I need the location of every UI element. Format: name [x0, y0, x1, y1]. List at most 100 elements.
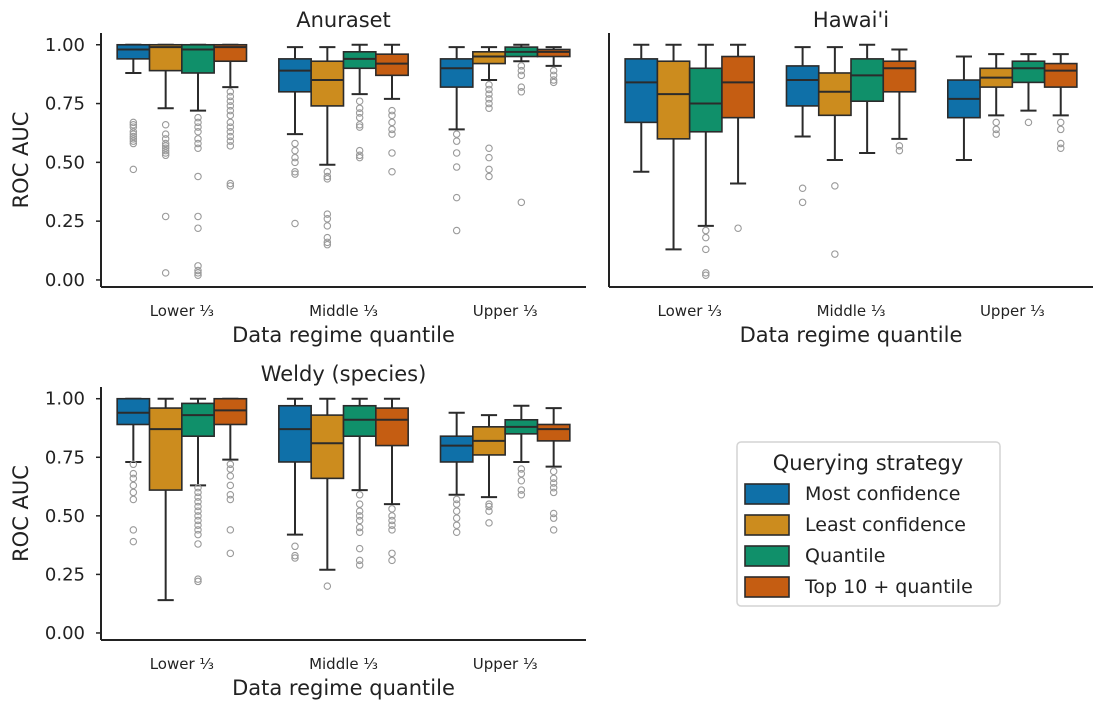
- outlier-point: [291, 170, 299, 178]
- outlier-point: [517, 469, 526, 478]
- box-quantile: [504, 404, 539, 499]
- outlier-point: [388, 505, 396, 513]
- outlier-point: [355, 153, 364, 162]
- box-most-confidence: [439, 411, 474, 536]
- outlier-point: [226, 132, 235, 141]
- box-body: [688, 67, 723, 133]
- box-body: [624, 58, 659, 124]
- y-tick-label: 0.25: [45, 211, 85, 232]
- outlier-point: [355, 491, 364, 499]
- outlier-point: [895, 142, 904, 150]
- outlier-point: [161, 130, 170, 138]
- legend-title: Querying strategy: [773, 451, 964, 475]
- outlier-point: [194, 212, 202, 221]
- outlier-point: [485, 95, 493, 103]
- outlier-point: [194, 269, 202, 277]
- outlier-point: [194, 118, 202, 127]
- outlier-point: [129, 135, 138, 143]
- outlier-point: [485, 519, 493, 527]
- box-top10-quantile: [213, 397, 248, 558]
- outlier-point: [485, 144, 493, 152]
- outlier-point: [226, 465, 235, 473]
- outlier-point: [194, 483, 202, 492]
- outlier-point: [194, 526, 202, 534]
- box-body: [721, 55, 756, 119]
- box-body: [785, 65, 820, 107]
- legend-swatch-least-confidence: [744, 514, 790, 536]
- x-tick-label: Lower ⅓: [150, 655, 214, 673]
- outlier-point: [517, 198, 526, 207]
- legend-swatch-most-confidence: [744, 483, 790, 505]
- outlier-point: [485, 85, 493, 94]
- outlier-point: [194, 135, 202, 143]
- outlier-point: [452, 130, 461, 138]
- x-axis-label: Data regime quantile: [740, 323, 963, 347]
- box-body: [342, 404, 377, 437]
- outlier-point: [485, 172, 493, 181]
- outlier-point: [517, 491, 526, 499]
- outlier-point: [226, 491, 235, 499]
- outlier-point: [992, 118, 1000, 127]
- outlier-point: [355, 104, 364, 113]
- box-body: [116, 397, 151, 426]
- outlier-point: [549, 483, 558, 492]
- box-most-confidence: [946, 55, 981, 161]
- box-body: [310, 60, 345, 107]
- outlier-point: [388, 149, 396, 157]
- outlier-point: [355, 500, 364, 508]
- x-tick-label: Middle ⅓: [309, 655, 378, 673]
- legend-label-quantile: Quantile: [805, 545, 885, 567]
- outlier-point: [129, 139, 138, 148]
- y-tick-label: 1.00: [45, 35, 85, 56]
- outlier-point: [226, 128, 235, 136]
- box-least-confidence: [148, 397, 183, 602]
- panel-weldy-species: Weldy (species) 0.00 0.25 0.50 0.75 1.00 ROC A…: [9, 362, 586, 700]
- outlier-point: [194, 540, 202, 548]
- outlier-point: [194, 128, 202, 136]
- box-quantile: [181, 397, 215, 586]
- outlier-point: [129, 128, 138, 136]
- outlier-point: [226, 97, 235, 105]
- outlier-point: [194, 575, 202, 583]
- outlier-point: [323, 172, 332, 181]
- outlier-point: [485, 502, 493, 511]
- outlier-point: [323, 175, 332, 183]
- outlier-point: [549, 78, 558, 87]
- outlier-point: [194, 493, 202, 501]
- outlier-point: [702, 245, 710, 254]
- outlier-point: [194, 530, 202, 539]
- outlier-point: [129, 481, 138, 490]
- box-top10-quantile: [213, 43, 248, 190]
- box-top10-quantile: [536, 46, 571, 87]
- outlier-point: [388, 512, 396, 520]
- outlier-point: [702, 233, 710, 242]
- box-body: [817, 72, 852, 117]
- outlier-point: [194, 577, 202, 586]
- outlier-point: [452, 507, 461, 515]
- outlier-point: [1056, 139, 1065, 148]
- box-body: [439, 58, 474, 88]
- outlier-point: [549, 526, 558, 534]
- outlier-point: [194, 262, 202, 270]
- x-tick-label: Lower ⅓: [658, 302, 722, 320]
- outlier-point: [549, 467, 558, 476]
- y-tick-label: 0.75: [45, 94, 85, 115]
- box-body: [1011, 60, 1046, 84]
- outlier-point: [549, 509, 558, 518]
- outlier-point: [323, 215, 332, 223]
- box-most-confidence: [439, 46, 474, 235]
- box-body: [181, 402, 215, 437]
- outlier-point: [129, 123, 138, 131]
- box-body: [342, 51, 377, 70]
- outlier-point: [517, 88, 526, 96]
- outlier-point: [517, 83, 526, 91]
- outlier-point: [702, 271, 710, 279]
- box-body: [213, 397, 248, 426]
- outlier-point: [226, 495, 235, 504]
- outlier-point: [291, 158, 299, 167]
- outlier-point: [226, 182, 235, 190]
- box-most-confidence: [624, 43, 659, 173]
- outlier-point: [355, 507, 364, 515]
- y-tick-label: 0.00: [45, 623, 85, 644]
